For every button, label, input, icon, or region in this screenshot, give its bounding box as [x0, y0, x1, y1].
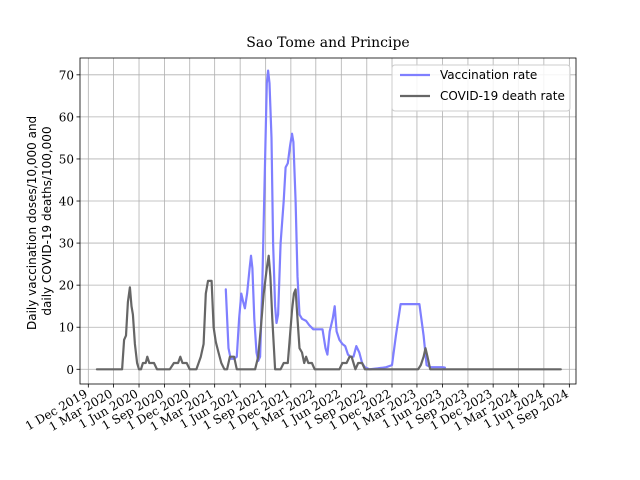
y-tick-label: 60	[59, 110, 74, 124]
legend-box	[391, 64, 571, 112]
y-axis-label: Daily vaccination doses/10,000 and daily…	[25, 112, 54, 330]
series-lines	[95, 69, 562, 371]
y-tick-label: 50	[59, 152, 74, 166]
series-line-death-rate	[95, 254, 562, 371]
legend-label-vaccination: Vaccination rate	[440, 68, 537, 82]
y-tick-label: 30	[59, 237, 74, 251]
legend: Vaccination rate COVID-19 death rate	[391, 64, 571, 112]
series-line-vaccination-rate	[224, 69, 446, 371]
y-tick-label: 70	[59, 68, 74, 82]
y-tick-label: 40	[59, 195, 74, 209]
legend-label-death-rate: COVID-19 death rate	[440, 89, 565, 103]
y-tick-label: 10	[59, 321, 74, 335]
y-axis-label-line-1: Daily vaccination doses/10,000 and	[25, 116, 39, 330]
plot-frame	[79, 57, 577, 385]
y-tick-label: 20	[59, 279, 74, 293]
y-axis-label-line-2: daily COVID-19 deaths/100,000	[40, 126, 54, 315]
chart-title: Sao Tome and Principe	[246, 35, 409, 51]
y-tick-label: 0	[66, 363, 74, 377]
